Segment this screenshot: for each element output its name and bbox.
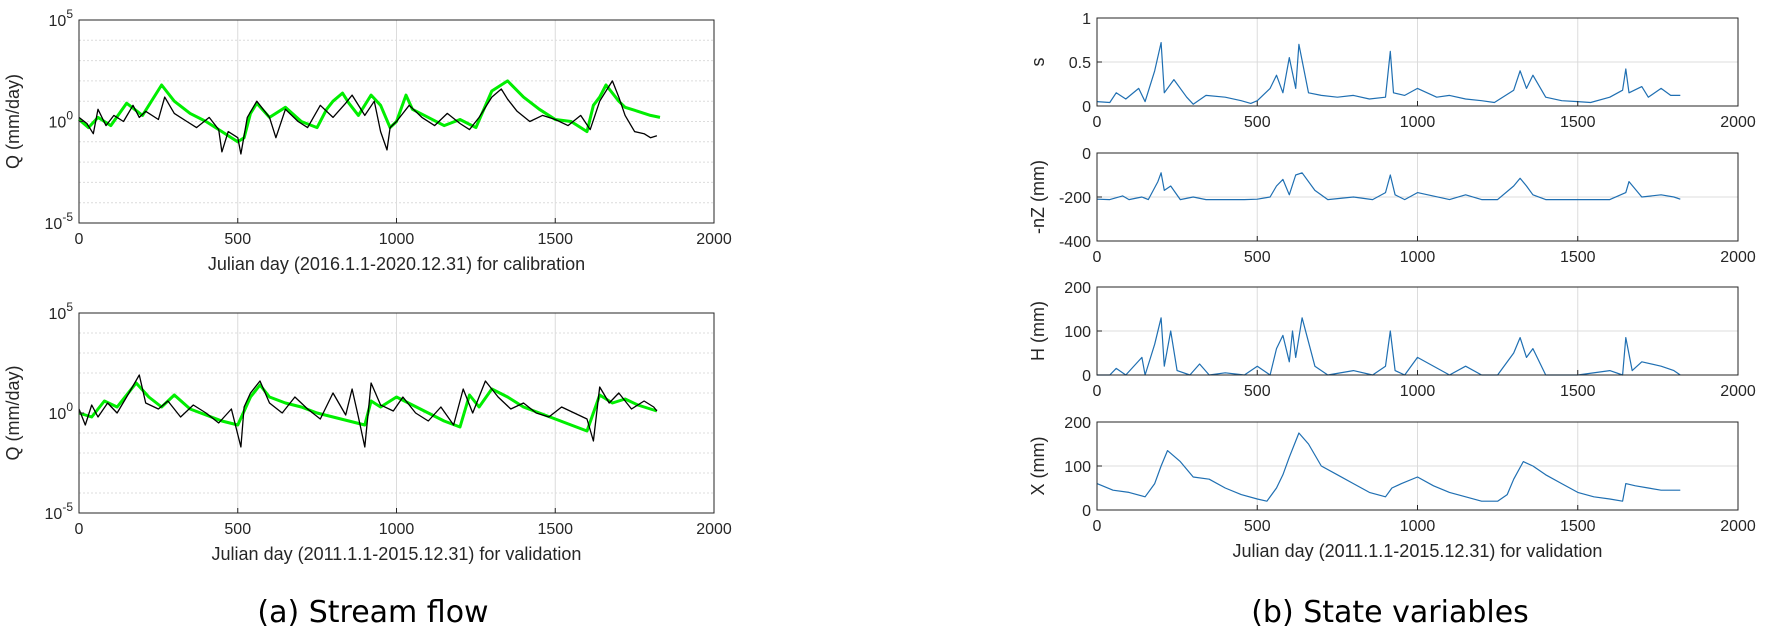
series-line-simulated (78, 381, 658, 433)
x-tick-label: 0 (1093, 249, 1102, 266)
x-tick-label: 2000 (696, 521, 732, 538)
x-tick-label: 0 (1093, 383, 1102, 400)
x-tick-label: 1500 (1560, 114, 1596, 131)
chart-s: 0 500 1000 1500 2000 1 0.5 0 s (1028, 11, 1756, 131)
y-tick-exponent: -5 (62, 210, 73, 224)
x-tick-label: 2000 (1720, 114, 1756, 131)
x-tick-label: 2000 (696, 231, 732, 248)
x-tick-label: 500 (1244, 383, 1271, 400)
x-tick-label: 1000 (379, 231, 415, 248)
y-tick-base: 10 (45, 506, 63, 523)
chart-nz: 0 500 1000 1500 2000 0 -200 -400 -nZ (mm) (1028, 146, 1756, 266)
series-line-observed (78, 374, 658, 448)
y-axis-label: -nZ (mm) (1028, 160, 1048, 234)
y-tick-label: 100 (49, 109, 74, 132)
y-tick-label: 0 (1082, 368, 1091, 385)
y-tick-label: 105 (49, 7, 74, 30)
x-axis-label: Julian day (2011.1.1-2015.12.31) for val… (1233, 541, 1603, 561)
y-tick-base: 10 (49, 406, 67, 423)
series-line-state (1096, 41, 1681, 105)
x-tick-label: 1500 (537, 521, 573, 538)
y-tick-label: 200 (1064, 280, 1091, 297)
series-line-observed (78, 80, 658, 155)
x-tick-label: 0 (75, 521, 84, 538)
x-tick-label: 0 (1093, 114, 1102, 131)
x-axis-label: Julian day (2011.1.1-2015.12.31) for val… (212, 544, 582, 564)
y-tick-label: 100 (49, 400, 74, 423)
x-tick-label: 1500 (1560, 518, 1596, 535)
y-tick-base: 10 (49, 306, 67, 323)
y-tick-exponent: 5 (66, 7, 73, 21)
y-tick-base: 10 (45, 216, 63, 233)
y-tick-label: 10-5 (45, 500, 74, 523)
y-tick-label: -200 (1059, 190, 1091, 207)
x-tick-label: 1000 (1400, 249, 1436, 266)
y-axis-label: Q (mm/day) (3, 74, 23, 169)
y-tick-label: 0 (1082, 99, 1091, 116)
y-tick-label: 0 (1082, 146, 1091, 163)
y-tick-exponent: -5 (62, 500, 73, 514)
y-tick-label: 105 (49, 300, 74, 323)
y-axis-label: X (mm) (1028, 437, 1048, 496)
y-tick-label: 100 (1064, 324, 1091, 341)
x-tick-label: 500 (224, 521, 251, 538)
y-axis-label: H (mm) (1028, 301, 1048, 361)
y-axis-label: Q (mm/day) (3, 365, 23, 460)
y-tick-exponent: 0 (66, 109, 73, 123)
x-tick-label: 500 (1244, 114, 1271, 131)
y-tick-label: 10-5 (45, 210, 74, 233)
y-tick-exponent: 0 (66, 400, 73, 414)
y-tick-exponent: 5 (66, 300, 73, 314)
x-tick-label: 1000 (1400, 114, 1436, 131)
x-tick-label: 2000 (1720, 518, 1756, 535)
x-tick-label: 500 (224, 231, 251, 248)
y-axis-label: s (1028, 58, 1048, 67)
caption-left: (a) Stream flow (257, 595, 488, 630)
x-tick-label: 500 (1244, 249, 1271, 266)
x-tick-label: 1500 (537, 231, 573, 248)
x-tick-label: 2000 (1720, 249, 1756, 266)
y-tick-label: 1 (1082, 11, 1091, 28)
series-line-simulated (78, 79, 661, 144)
x-tick-label: 1000 (379, 521, 415, 538)
x-tick-label: 1000 (1400, 383, 1436, 400)
series-line-state (1096, 172, 1681, 201)
x-tick-label: 1500 (1560, 383, 1596, 400)
x-tick-label: 500 (1244, 518, 1271, 535)
x-tick-label: 0 (75, 231, 84, 248)
y-tick-label: 0 (1082, 503, 1091, 520)
x-tick-label: 2000 (1720, 383, 1756, 400)
y-tick-base: 10 (49, 115, 67, 132)
y-tick-label: 0.5 (1069, 55, 1091, 72)
series-line-state (1096, 432, 1681, 502)
y-tick-label: 100 (1064, 459, 1091, 476)
x-tick-label: 0 (1093, 518, 1102, 535)
caption-right: (b) State variables (1251, 595, 1529, 630)
x-tick-label: 1000 (1400, 518, 1436, 535)
x-tick-label: 1500 (1560, 249, 1596, 266)
y-tick-base: 10 (49, 13, 67, 30)
y-tick-label: 200 (1064, 415, 1091, 432)
x-axis-label: Julian day (2016.1.1-2020.12.31) for cal… (208, 254, 585, 274)
y-tick-label: -400 (1059, 234, 1091, 251)
